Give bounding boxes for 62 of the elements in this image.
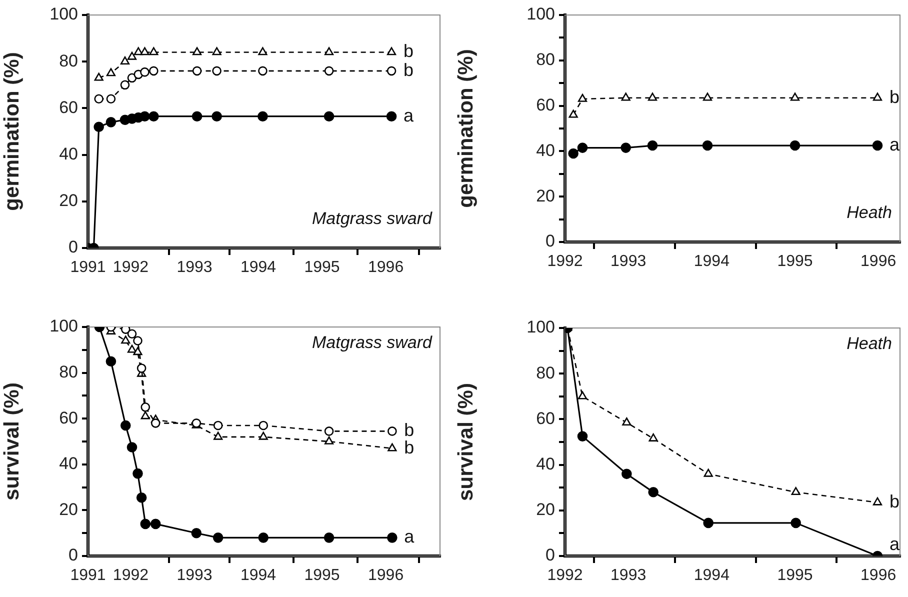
y-tick-label: 100 xyxy=(50,316,78,336)
y-axis-title: germination (%) xyxy=(454,49,478,208)
annotation: b xyxy=(890,86,900,107)
x-tick-label: 1996 xyxy=(368,259,404,276)
x-tick-label: 1994 xyxy=(240,259,276,276)
x-tick-label: 1994 xyxy=(694,567,730,584)
annotation: b xyxy=(890,491,900,512)
x-tick-label: 1992 xyxy=(112,259,149,276)
annotation: a xyxy=(404,105,415,126)
x-tick-label: 1995 xyxy=(777,253,813,270)
annotation: a xyxy=(890,534,900,554)
y-tick-label: 40 xyxy=(59,454,78,474)
y-tick-label: 40 xyxy=(536,454,555,474)
y-tick-label: 60 xyxy=(59,98,78,117)
y-axis-title: germination (%) xyxy=(0,52,24,211)
annotation: Matgrass sward xyxy=(312,209,433,228)
y-tick-label: 80 xyxy=(59,51,78,70)
y-tick-label: 20 xyxy=(59,500,78,519)
y-tick-label: 0 xyxy=(546,546,555,565)
annotation: a xyxy=(890,134,900,154)
y-tick-label: 20 xyxy=(59,191,78,210)
x-tick-label: 1993 xyxy=(610,567,646,584)
annotation: Heath xyxy=(846,203,892,222)
x-tick-label: 1994 xyxy=(240,567,276,584)
y-tick-label: 80 xyxy=(59,362,78,382)
x-tick-label: 1994 xyxy=(694,253,730,270)
y-tick-label: 80 xyxy=(536,363,555,382)
y-axis-title: survival (%) xyxy=(0,382,24,500)
x-tick-label: 1995 xyxy=(304,259,340,276)
y-axis-title: survival (%) xyxy=(454,383,478,501)
y-tick-label: 0 xyxy=(546,232,555,251)
y-tick-label: 100 xyxy=(526,4,555,24)
x-tick-label: 1995 xyxy=(777,567,813,584)
annotation: b xyxy=(404,60,414,80)
annotation: a xyxy=(404,526,416,547)
y-tick-label: 40 xyxy=(536,140,555,160)
x-tick-label: 1993 xyxy=(610,253,646,270)
x-tick-label: 1996 xyxy=(860,567,896,584)
x-tick-label: 1992 xyxy=(547,253,583,270)
y-tick-label: 100 xyxy=(50,4,78,24)
x-tick-label: 1991 xyxy=(70,259,106,276)
x-tick-label: 1992 xyxy=(547,567,583,584)
y-tick-label: 40 xyxy=(59,144,78,164)
x-tick-label: 1993 xyxy=(176,567,212,584)
y-tick-label: 60 xyxy=(59,408,78,428)
y-tick-label: 0 xyxy=(68,238,78,257)
y-tick-label: 80 xyxy=(536,50,555,70)
y-tick-label: 0 xyxy=(68,546,78,565)
y-tick-label: 100 xyxy=(526,318,555,337)
x-tick-label: 1991 xyxy=(70,567,106,584)
y-tick-label: 60 xyxy=(536,95,555,114)
annotation: Heath xyxy=(846,334,892,354)
x-tick-label: 1992 xyxy=(112,567,149,584)
y-tick-label: 60 xyxy=(536,408,555,428)
y-tick-label: 20 xyxy=(536,500,555,520)
annotation: b xyxy=(404,41,414,62)
x-tick-label: 1993 xyxy=(176,259,212,276)
x-tick-label: 1996 xyxy=(860,253,896,270)
y-tick-label: 20 xyxy=(536,186,555,206)
annotation: Matgrass sward xyxy=(312,333,433,352)
x-tick-label: 1995 xyxy=(304,567,340,584)
x-tick-label: 1996 xyxy=(368,567,404,584)
